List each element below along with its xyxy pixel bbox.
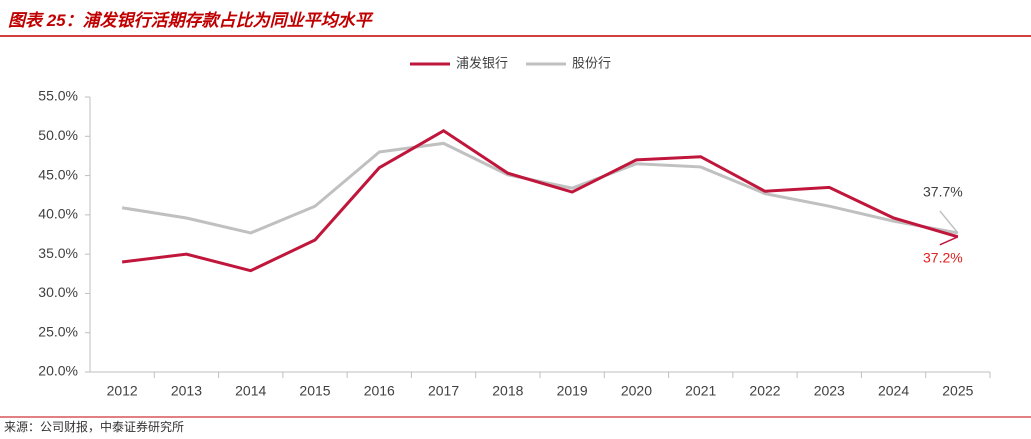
- x-tick-label: 2017: [428, 383, 459, 399]
- y-tick-label: 45.0%: [38, 166, 78, 182]
- y-tick-label: 20.0%: [38, 363, 78, 379]
- legend-label: 浦发银行: [456, 55, 508, 70]
- y-tick-label: 55.0%: [38, 88, 78, 104]
- y-tick-label: 50.0%: [38, 127, 78, 143]
- data-label: 37.2%: [923, 250, 963, 266]
- x-tick-label: 2014: [235, 383, 266, 399]
- x-tick-label: 2023: [814, 383, 845, 399]
- x-tick-label: 2022: [749, 383, 780, 399]
- x-tick-label: 2021: [685, 383, 716, 399]
- legend-label: 股份行: [572, 55, 611, 70]
- x-tick-label: 2019: [557, 383, 588, 399]
- label-leader: [939, 210, 959, 234]
- x-tick-label: 2016: [364, 383, 395, 399]
- x-tick-label: 2024: [878, 383, 909, 399]
- chart-title: 图表 25：浦发银行活期存款占比为同业平均水平: [8, 11, 374, 30]
- x-tick-label: 2015: [299, 383, 330, 399]
- series-line: [121, 129, 959, 273]
- x-tick-label: 2018: [492, 383, 523, 399]
- label-leader: [939, 236, 959, 246]
- y-tick-label: 25.0%: [38, 323, 78, 339]
- x-tick-label: 2020: [621, 383, 652, 399]
- x-tick-label: 2013: [171, 383, 202, 399]
- source: 来源：公司财报，中泰证券研究所: [4, 419, 184, 434]
- y-tick-label: 40.0%: [38, 206, 78, 222]
- x-tick-label: 2012: [107, 383, 138, 399]
- x-tick-label: 2025: [942, 383, 973, 399]
- y-tick-label: 35.0%: [38, 245, 78, 261]
- y-tick-label: 30.0%: [38, 284, 78, 300]
- data-label: 37.7%: [923, 184, 963, 200]
